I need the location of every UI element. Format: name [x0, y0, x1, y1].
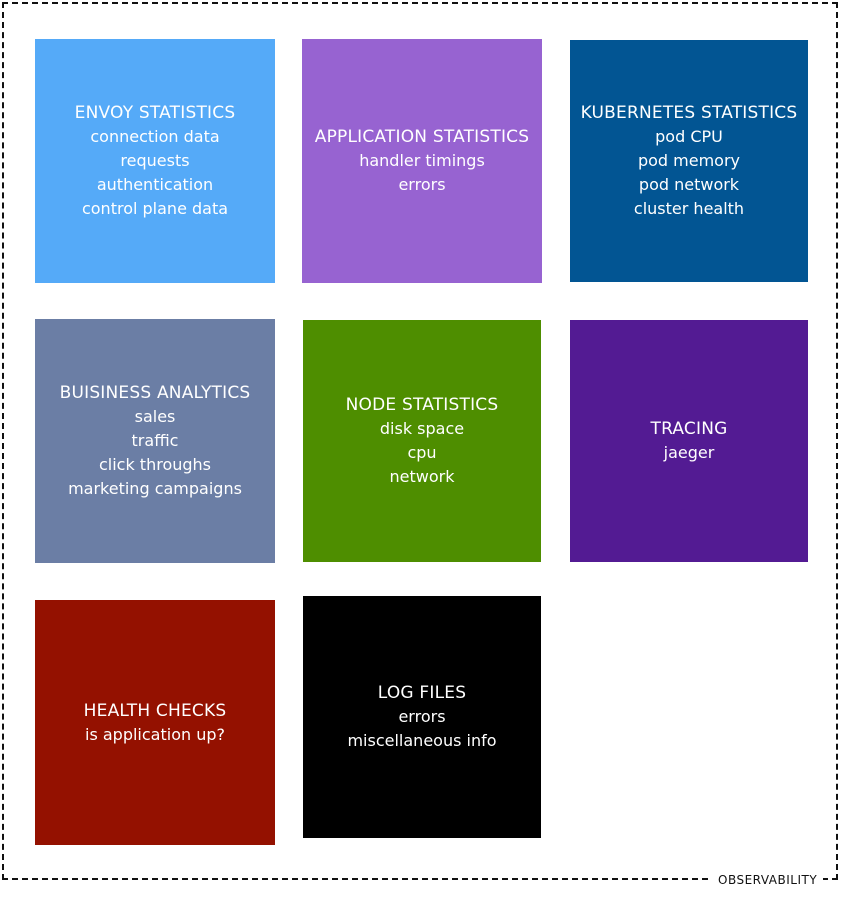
tracing-card: TRACING jaeger	[570, 320, 808, 562]
card-item: jaeger	[663, 443, 715, 462]
business-analytics-card: BUISINESS ANALYTICS sales traffic click …	[35, 319, 275, 563]
card-item: pod CPU	[655, 127, 723, 146]
card-title: KUBERNETES STATISTICS	[580, 103, 798, 123]
card-item: pod memory	[637, 151, 741, 170]
card-title: NODE STATISTICS	[345, 395, 499, 415]
log-files-card: LOG FILES errors miscellaneous info	[303, 596, 541, 838]
card-title: APPLICATION STATISTICS	[314, 127, 530, 147]
application-statistics-card: APPLICATION STATISTICS handler timings e…	[302, 39, 542, 283]
card-item: requests	[120, 151, 190, 170]
card-item: errors	[398, 707, 446, 726]
card-item: authentication	[96, 175, 214, 194]
node-statistics-card: NODE STATISTICS disk space cpu network	[303, 320, 541, 562]
card-item: network	[389, 467, 455, 486]
card-item: is application up?	[85, 724, 225, 744]
health-checks-card: HEALTH CHECKS is application up?	[35, 600, 275, 845]
observability-label: OBSERVABILITY	[712, 871, 824, 889]
card-item: traffic	[131, 431, 179, 450]
envoy-statistics-card: ENVOY STATISTICS connection data request…	[35, 39, 275, 283]
card-item: cluster health	[633, 199, 745, 218]
observability-boundary	[2, 2, 838, 880]
card-item: handler timings	[359, 151, 485, 170]
card-item: connection data	[90, 127, 220, 146]
card-title: HEALTH CHECKS	[83, 700, 227, 721]
card-title: TRACING	[650, 419, 728, 439]
card-title: LOG FILES	[377, 683, 467, 703]
kubernetes-statistics-card: KUBERNETES STATISTICS pod CPU pod memory…	[570, 40, 808, 282]
card-item: cpu	[407, 443, 437, 462]
card-item: disk space	[379, 419, 465, 438]
card-item: pod network	[638, 175, 740, 194]
card-item: marketing campaigns	[68, 479, 242, 498]
card-item: errors	[398, 175, 446, 194]
card-item: miscellaneous info	[347, 731, 497, 750]
card-title: BUISINESS ANALYTICS	[59, 383, 251, 403]
card-item: sales	[134, 407, 176, 426]
card-title: ENVOY STATISTICS	[74, 103, 236, 123]
card-item: control plane data	[81, 199, 229, 218]
card-item: click throughs	[98, 455, 212, 474]
